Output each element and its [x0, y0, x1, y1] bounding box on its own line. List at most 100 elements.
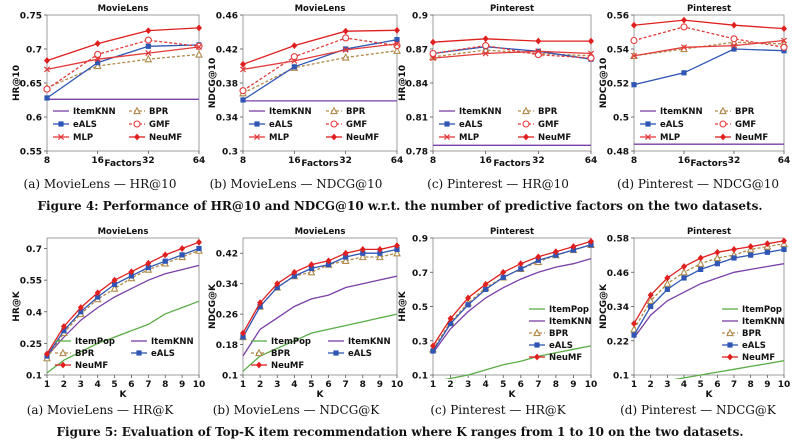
y-axis-label: HR@10: [398, 65, 408, 101]
data-point: [359, 246, 366, 253]
legend-marker: [330, 106, 338, 115]
x-tick-label: 2: [257, 380, 263, 390]
y-tick-label: 0.65: [20, 80, 42, 90]
y-tick-label: 0.1: [613, 372, 629, 382]
legend-entry-gmf: GMF: [518, 120, 559, 130]
data-point: [94, 40, 101, 47]
x-tick-label: 32: [339, 156, 352, 166]
data-point: [240, 97, 246, 103]
data-point: [681, 70, 687, 76]
data-point: [681, 275, 687, 281]
x-tick-label: 7: [343, 380, 349, 390]
data-point: [764, 249, 770, 255]
data-point: [145, 43, 151, 49]
x-tick-label: 16: [288, 156, 301, 166]
legend-label: eALS: [348, 349, 372, 359]
x-tick-label: 10: [778, 380, 791, 390]
series-mlp: [43, 43, 203, 73]
fig5-panel-b-caption: (b) MovieLens — NDCG@K: [212, 403, 380, 417]
data-point: [162, 258, 168, 264]
series-line: [432, 257, 592, 354]
data-point: [714, 248, 721, 256]
legend-label: ItemKNN: [742, 317, 785, 327]
data-point: [240, 60, 246, 68]
chart-panel-6: MovieLens 0.1 0.18 0.26 0.34 0.42 1 2 3 4 5 6 7 8 9 10 K…: [208, 227, 403, 400]
series-line: [633, 19, 785, 30]
chart-title: MovieLens: [98, 227, 149, 237]
figure4-caption: Figure 4: Performance of HR@10 and NDCG@…: [37, 199, 763, 213]
y-tick-label: 0.75: [20, 12, 42, 22]
legend-label: ItemKNN: [151, 337, 194, 347]
x-tick-label: 2: [648, 380, 654, 390]
x-tick-label: 1: [631, 380, 637, 390]
series-eals: [240, 37, 400, 103]
legend-label: ItemKNN: [549, 317, 592, 327]
legend-entry-bpr: BPR: [129, 106, 169, 117]
legend-label: NeuMF: [735, 133, 768, 143]
y-tick-label: 0.3: [222, 148, 238, 158]
data-point: [680, 23, 688, 31]
plot-area: [432, 14, 592, 152]
legend-entry-itemknn: ItemKNN: [722, 317, 785, 327]
legend-entry-itemknn: ItemKNN: [328, 337, 391, 347]
x-tick-label: 16: [479, 156, 492, 166]
series-neumf: [631, 237, 787, 328]
legend-label: NeuMF: [742, 353, 775, 363]
data-point: [342, 249, 349, 257]
chart-title: Pinterest: [687, 4, 731, 14]
x-tick-label: 64: [193, 156, 206, 166]
y-tick-label: 0.25: [20, 340, 42, 350]
y-tick-label: 0.5: [412, 303, 428, 313]
data-point: [144, 36, 152, 44]
data-point: [325, 262, 332, 268]
legend-entry-itempop: ItemPop: [55, 337, 115, 347]
data-point: [465, 302, 471, 308]
legend-label: eALS: [269, 120, 293, 130]
data-point: [94, 56, 101, 63]
x-tick-label: 6: [325, 380, 331, 390]
x-tick-label: 3: [664, 380, 670, 390]
figure5-caption: Figure 5: Evaluation of Top-K item recom…: [56, 425, 744, 439]
data-point: [291, 64, 297, 70]
legend-entry-eals: eALS: [249, 120, 293, 130]
series-itemknn: [242, 275, 398, 357]
legend-marker: [134, 133, 140, 141]
series-line: [46, 27, 200, 62]
x-axis-label: K: [317, 390, 325, 400]
chart-title: MovieLens: [295, 4, 346, 14]
x-tick-label: 3: [78, 380, 84, 390]
series-line: [633, 48, 785, 86]
data-point: [483, 286, 489, 292]
series-itempop: [444, 345, 592, 379]
legend-marker: [330, 120, 338, 128]
chart-title: Pinterest: [490, 227, 534, 237]
series-neumf: [44, 24, 202, 64]
legend: ItemPop ItemKNN BPR eALS NeuMF: [55, 337, 194, 371]
x-tick-label: 5: [308, 380, 314, 390]
legend-marker: [523, 133, 529, 141]
legend-marker: [57, 133, 65, 141]
data-point: [240, 334, 246, 340]
y-tick-label: 0.18: [216, 341, 238, 351]
data-point: [128, 273, 135, 279]
y-tick-label: 0.7: [412, 269, 428, 279]
x-tick-label: 8: [162, 380, 168, 390]
data-point: [162, 251, 169, 259]
data-point: [664, 274, 671, 282]
data-point: [731, 21, 737, 29]
legend-marker: [58, 121, 64, 127]
y-tick-label: 0.4: [26, 308, 42, 318]
legend-entry-neumf: NeuMF: [722, 353, 775, 363]
data-point: [518, 266, 524, 272]
x-tick-label: 1: [44, 380, 50, 390]
data-point: [393, 46, 401, 54]
series-line: [432, 50, 592, 59]
data-point: [631, 21, 637, 29]
chart-title: Pinterest: [687, 227, 731, 237]
y-tick-label: 0.58: [607, 235, 629, 245]
x-tick-label: 6: [518, 380, 524, 390]
legend-label: eALS: [151, 349, 175, 359]
series-mlp: [429, 48, 595, 62]
y-tick-label: 0.26: [216, 311, 238, 321]
series-eals: [631, 246, 787, 338]
